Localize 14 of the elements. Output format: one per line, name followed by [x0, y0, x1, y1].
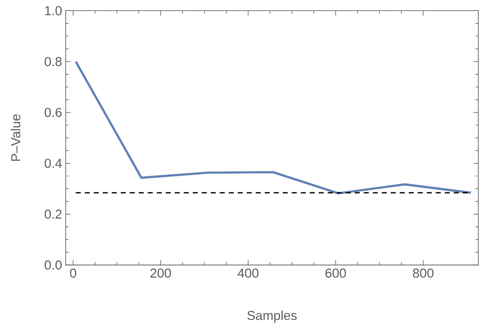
- x-tick-label: 600: [326, 268, 346, 278]
- y-tick-label: 0.4: [44, 158, 62, 168]
- x-tick-label: 0: [70, 268, 76, 278]
- y-tick-label: 1.0: [45, 6, 62, 16]
- x-tick-label: 800: [412, 268, 434, 278]
- x-axis-title: Samples: [247, 310, 297, 323]
- y-tick-label: 0.6: [44, 108, 62, 117]
- x-tick-label: 400: [238, 268, 258, 278]
- y-tick-label: 0.8: [44, 56, 62, 66]
- y-tick-label: 0.0: [44, 260, 62, 270]
- line-series: [74, 60, 472, 194]
- y-axis-title: P–Value: [10, 114, 20, 161]
- y-tick-label: 0.2: [44, 210, 62, 219]
- x-tick-label: 200: [150, 268, 171, 278]
